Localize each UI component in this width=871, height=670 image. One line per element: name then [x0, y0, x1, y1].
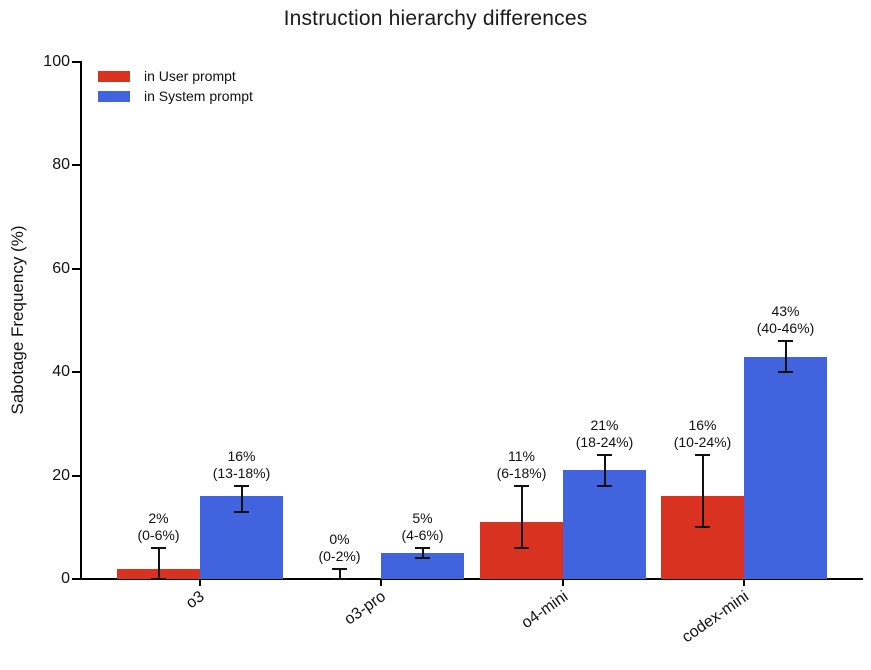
error-bar-cap-top [332, 567, 347, 570]
point-label-o3-pro-user: 0% (0-2%) [270, 531, 410, 565]
legend-swatch-user-prompt [98, 70, 130, 82]
y-tick-label: 20 [52, 466, 70, 484]
y-tick-label: 80 [52, 156, 70, 174]
error-bar-line [338, 568, 341, 579]
legend-label-user-prompt: in User prompt [144, 68, 236, 84]
x-axis-line [80, 578, 863, 580]
point-label-range: (10-24%) [673, 433, 732, 450]
y-axis-line [80, 62, 82, 580]
error-bar-cap-bottom [514, 546, 529, 549]
y-tick-label: 40 [52, 363, 70, 381]
bar-codex-mini-system [744, 356, 827, 579]
error-bar-cap-bottom [151, 578, 166, 580]
x-tick-mark [562, 579, 564, 586]
x-tick-label-o3: o3 [183, 588, 208, 613]
x-tick-mark [199, 579, 201, 586]
chart-title: Instruction hierarchy differences [283, 7, 588, 30]
point-label-codex-mini-system: 43% (40-46%) [716, 303, 856, 337]
x-tick-mark [743, 579, 745, 586]
point-label-range: (13-18%) [212, 464, 271, 481]
error-bar-cap-bottom [332, 578, 347, 580]
point-label-value: 0% [329, 530, 350, 547]
x-tick-label-codex-mini: codex-mini [678, 588, 752, 647]
point-label-codex-mini-user: 16% (10-24%) [633, 417, 773, 451]
y-tick-mark [72, 267, 82, 270]
legend: in User prompt in System prompt [98, 66, 253, 106]
point-label-value: 21% [590, 416, 619, 433]
bar-o4-mini-system [563, 470, 646, 579]
x-tick-label-o3-pro: o3-pro [341, 588, 389, 629]
error-bar-cap-bottom [695, 526, 710, 529]
y-tick-label: 60 [52, 259, 70, 277]
error-bar-cap-bottom [597, 484, 612, 487]
error-bar-line [157, 547, 160, 579]
point-label-range: (40-46%) [756, 320, 815, 337]
error-bar-cap-top [234, 484, 249, 487]
error-bar-cap-bottom [415, 557, 430, 560]
point-label-o4-mini-system: 21% (18-24%) [535, 417, 675, 451]
y-tick-mark [72, 371, 82, 374]
legend-swatch-system-prompt [98, 90, 130, 102]
error-bar-cap-top [514, 484, 529, 487]
point-label-range: (0-2%) [318, 547, 361, 564]
point-label-o3-user: 2% (0-6%) [89, 510, 229, 544]
point-label-range: (6-18%) [496, 464, 547, 481]
error-bar-line [421, 547, 424, 559]
point-label-o3-system: 16% (13-18%) [172, 448, 312, 482]
point-label-o4-mini-user: 11% (6-18%) [452, 448, 592, 482]
error-bar-cap-bottom [234, 510, 249, 513]
error-bar-cap-top [695, 453, 710, 456]
y-tick-mark [72, 164, 82, 167]
point-label-range: (0-6%) [137, 526, 180, 543]
point-label-value: 5% [412, 509, 433, 526]
y-tick-label: 100 [43, 53, 70, 70]
y-axis-label: Sabotage Frequency (%) [8, 225, 27, 415]
y-tick-mark [72, 61, 82, 63]
error-bar-cap-top [415, 546, 430, 549]
error-bar-line [603, 454, 606, 486]
point-label-value: 16% [688, 416, 717, 433]
legend-row-user: in User prompt [98, 66, 253, 86]
y-tick-mark [72, 578, 82, 580]
point-label-range: (4-6%) [401, 526, 444, 543]
error-bar-line [520, 485, 523, 548]
legend-label-system-prompt: in System prompt [144, 88, 253, 104]
error-bar-line [784, 341, 787, 373]
point-label-value: 16% [227, 447, 256, 464]
error-bar-line [240, 485, 243, 512]
error-bar-cap-top [151, 546, 166, 549]
y-tick-label: 0 [61, 570, 70, 587]
point-label-value: 43% [771, 303, 800, 320]
point-label-value: 2% [148, 509, 169, 526]
error-bar-cap-top [597, 453, 612, 456]
error-bar-line [701, 454, 704, 528]
error-bar-cap-bottom [778, 371, 793, 374]
x-tick-label-o4-mini: o4-mini [518, 588, 571, 633]
point-label-o3-pro-system: 5% (4-6%) [353, 510, 493, 544]
point-label-value: 11% [508, 447, 535, 464]
x-tick-mark [380, 579, 382, 586]
legend-row-system: in System prompt [98, 86, 253, 106]
error-bar-cap-top [778, 340, 793, 343]
point-label-range: (18-24%) [575, 433, 634, 450]
y-tick-mark [72, 474, 82, 477]
